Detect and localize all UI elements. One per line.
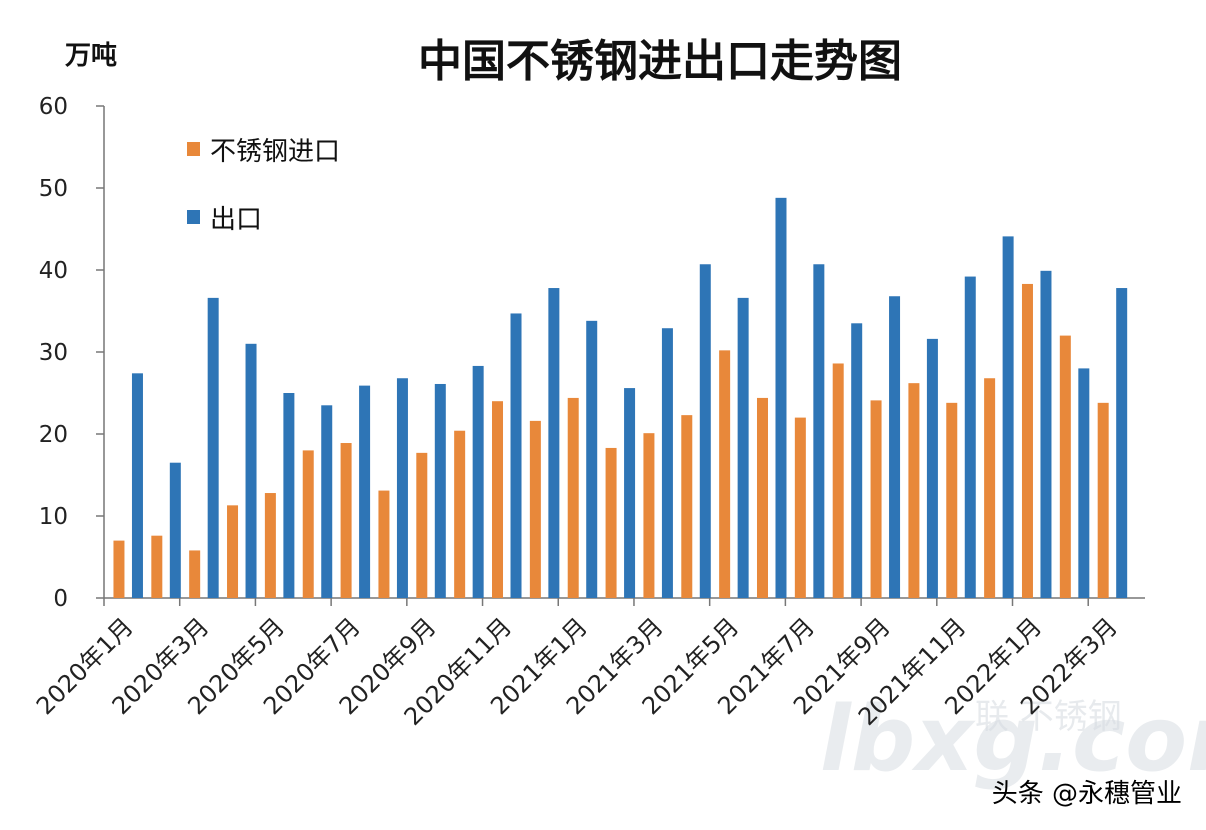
import-bar xyxy=(454,430,466,598)
import-bar xyxy=(605,447,617,598)
y-tick-label: 30 xyxy=(39,340,68,366)
logo-watermark-domain: lbxg.com xyxy=(820,687,1206,792)
export-bar xyxy=(207,297,219,598)
import-bar xyxy=(832,363,844,598)
bars xyxy=(113,197,1128,598)
export-bar xyxy=(813,264,825,598)
import-bar xyxy=(227,505,239,598)
y-tick-label: 40 xyxy=(39,258,68,284)
export-bar xyxy=(699,264,711,598)
export-bar xyxy=(1078,368,1090,598)
legend-label: 出口 xyxy=(210,205,262,235)
import-bar xyxy=(756,397,768,598)
y-axis: 0 10 20 30 40 50 60 xyxy=(39,94,105,612)
y-tick-label: 20 xyxy=(39,422,68,448)
legend-swatch xyxy=(187,210,200,224)
import-bar xyxy=(984,378,996,598)
import-bar xyxy=(681,415,693,598)
export-bar xyxy=(1116,288,1128,598)
export-bar xyxy=(775,197,787,598)
import-bar xyxy=(870,400,882,598)
export-bar xyxy=(964,276,976,598)
import-bar xyxy=(946,402,958,598)
import-bar xyxy=(794,417,806,598)
source-watermark: 头条 @永穗管业 xyxy=(992,779,1182,809)
chart-title: 中国不锈钢进出口走势图 xyxy=(418,36,902,87)
export-bar xyxy=(586,320,598,598)
import-bar xyxy=(189,550,201,598)
import-bar xyxy=(416,452,428,598)
import-bar xyxy=(151,535,163,598)
import-bar xyxy=(1059,335,1071,598)
export-bar xyxy=(510,313,522,598)
y-tick-label: 0 xyxy=(53,586,68,612)
import-bar xyxy=(378,490,390,598)
export-bar xyxy=(359,385,371,598)
export-bar xyxy=(926,338,938,598)
y-axis-unit-label: 万吨 xyxy=(65,41,117,71)
import-bar xyxy=(492,401,504,598)
export-bar xyxy=(321,405,333,598)
export-bar xyxy=(737,297,749,598)
import-bar xyxy=(340,443,352,598)
y-tick-label: 50 xyxy=(39,176,68,202)
legend-label: 不锈钢进口 xyxy=(210,137,340,167)
export-bar xyxy=(396,378,408,598)
import-bar xyxy=(302,450,314,598)
export-bar xyxy=(889,296,901,598)
import-bar xyxy=(264,493,276,598)
export-bar xyxy=(245,343,257,598)
import-bar xyxy=(643,433,655,598)
legend-swatch xyxy=(187,142,200,156)
import-bar xyxy=(567,397,579,598)
export-bar xyxy=(472,365,484,598)
y-tick-label: 60 xyxy=(39,94,68,120)
y-tick-label: 10 xyxy=(39,504,68,530)
import-bar xyxy=(529,420,541,598)
export-bar xyxy=(434,383,446,598)
export-bar xyxy=(169,462,181,598)
logo-watermark: lbxg.com 联 不锈钢 xyxy=(820,687,1206,792)
import-bar xyxy=(908,383,920,598)
import-bar xyxy=(1097,402,1109,598)
export-bar xyxy=(851,323,863,598)
export-bar xyxy=(1040,270,1052,598)
export-bar xyxy=(283,393,295,598)
export-bar xyxy=(661,328,673,598)
export-bar xyxy=(1002,236,1014,598)
import-bar xyxy=(719,350,731,598)
export-bar xyxy=(131,373,143,598)
import-bar xyxy=(113,540,125,598)
export-bar xyxy=(548,288,560,598)
logo-watermark-name: 联 不锈钢 xyxy=(975,697,1122,737)
export-bar xyxy=(624,388,636,598)
import-bar xyxy=(1021,283,1033,598)
